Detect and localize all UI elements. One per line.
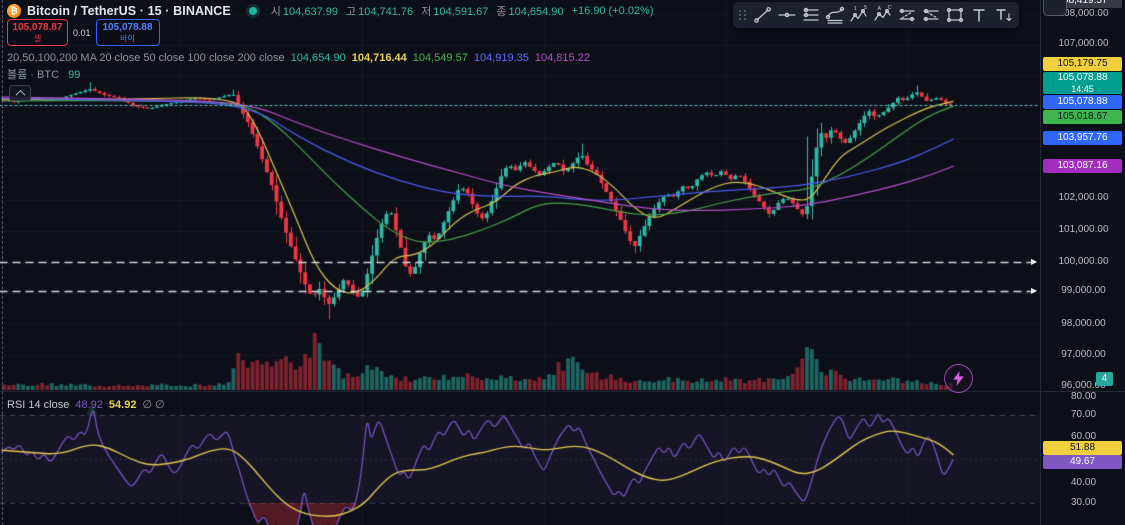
anchored-text-icon[interactable] [991,3,1015,27]
level-arrow-icon: ▶ [1031,286,1038,295]
axis-tick-label: 96,000.00 [1061,380,1106,391]
ohlc-label: 시 [270,6,281,18]
rectangle-icon[interactable] [943,3,967,27]
volume-indicator-legend[interactable]: 볼륨 · BTC 99 [7,66,80,82]
clipped-toolbar-button[interactable] [1043,0,1067,16]
trend-fib-icon[interactable] [919,3,943,27]
bitcoin-logo-icon: ₿ [7,4,21,18]
ohlc-label: 고 [345,6,357,18]
legend-value: 104,654.90 [290,52,346,64]
buy-button[interactable]: 105,078.88 바이 [95,19,160,46]
axis-tick-label: 101,000.00 [1058,224,1109,235]
crosshair-vertical-line [2,0,3,525]
legend-value: 48.92 [75,399,103,411]
rsi-indicator-legend[interactable]: RSI 14 close 48.92 54.92 ∅ ∅ [7,398,165,411]
axis-tick-label: 99,000.00 [1061,285,1106,296]
sell-label: 셀 [33,33,42,43]
symbol-title[interactable]: Bitcoin / TetherUS · 15 · BINANCE [27,4,231,18]
spread-value: 0.01 [73,27,91,38]
axis-tick-label: 40.00 [1070,477,1097,488]
parallel-lines-icon[interactable] [799,3,823,27]
legend-value: 54.92 [108,399,137,411]
axis-tick-label: 97,000.00 [1061,349,1106,360]
countdown-price-badge: 105,078.88 14:45 [1043,72,1122,94]
price-axis[interactable]: 108,419.57 108,000.00 107,000.00 102,000.0… [1040,0,1125,525]
trend-line-icon[interactable] [751,3,775,27]
quick-trade-button[interactable] [944,364,973,393]
rsi-ma-badge: 51.88 [1043,441,1122,455]
rsi-legend-title: RSI 14 close [7,399,70,411]
volume-legend-title: 볼륨 · BTC [7,69,60,81]
legend-value: 104,815.22 [534,52,590,64]
axis-tick-label: 107,000.00 [1058,38,1109,49]
chart-header: ₿ Bitcoin / TetherUS · 15 · BINANCE 시 104… [7,3,654,19]
clipped-price-badge: 108,419.57 [1043,0,1122,8]
pane-collapse-button[interactable] [9,85,31,101]
legend-value: 104,716.44 [351,52,407,64]
market-status-icon[interactable] [248,7,257,15]
chevron-up-icon [15,89,25,100]
buy-label: 바이 [120,33,135,43]
ohlc-value: 104,637.99 [282,6,338,18]
svg-text:C: C [888,5,892,11]
svg-text:1: 1 [854,6,857,12]
price-chart-canvas[interactable] [0,0,1040,525]
ohlc-value: 104,741.76 [358,6,414,18]
rsi-badge: 49.67 [1043,455,1122,469]
legend-value: 104,919.35 [473,52,529,64]
price-change: +16.90 (+0.02%) [571,5,654,17]
axis-tick-label: 98,000.00 [1061,318,1106,329]
ohlc-label: 종 [496,6,507,18]
text-tool-icon[interactable] [967,3,991,27]
sell-button[interactable]: 105,078.87 셀 [7,19,68,46]
axis-tick-label: 108,000.00 [1058,8,1109,19]
legend-value: 104,549.57 [412,52,468,64]
ohlc-value: 104,654.90 [508,6,564,18]
curve-tool-icon[interactable] [823,3,847,27]
ma100-price-badge: 103,957.76 [1043,131,1122,145]
ohlc-value: 104,591.67 [433,6,489,18]
ohlc-values: 시 104,637.99 고 104,741.76 저 104,591.67 종 104,65… [271,2,572,20]
axis-tick-label: 100,000.00 [1058,256,1109,267]
pane-separator[interactable] [1041,391,1125,392]
ma200-price-badge: 103,087.16 [1043,159,1122,173]
svg-text:5: 5 [864,5,867,11]
axis-tick-label: 80.00 [1070,391,1097,402]
legend-value: ∅ ∅ [142,399,165,411]
ma50-price-badge: 105,018.67 [1043,110,1122,124]
svg-text:A: A [877,6,881,12]
lightning-icon [953,371,964,386]
horizontal-line-icon[interactable] [775,3,799,27]
ma-indicator-legend[interactable]: 20,50,100,200 MA 20 close 50 close 100 c… [7,52,590,64]
ma20-price-badge: 105,179.75 [1043,57,1122,71]
axis-tick-label: 30.00 [1070,497,1097,508]
volume-value-badge: 4 [1096,372,1113,386]
volume-legend-value: 99 [68,69,81,81]
axis-tick-label: 102,000.00 [1058,192,1109,203]
fib-retracement-icon[interactable] [895,3,919,27]
level-arrow-icon: ▶ [1031,257,1038,266]
ohlc-label: 저 [421,6,432,18]
buy-price: 105,078.88 [102,21,153,33]
last-price-badge: 105,078.88 [1043,95,1122,109]
ma-legend-title: 20,50,100,200 MA 20 close 50 close 100 c… [7,52,285,64]
axis-tick-label: 60.00 [1070,431,1097,442]
toolbar-drag-handle[interactable] [737,7,749,23]
axis-tick-label: 70.00 [1070,409,1097,420]
trade-panel: 105,078.87 셀 0.01 105,078.88 바이 [7,19,160,46]
sell-price: 105,078.87 [12,21,63,33]
